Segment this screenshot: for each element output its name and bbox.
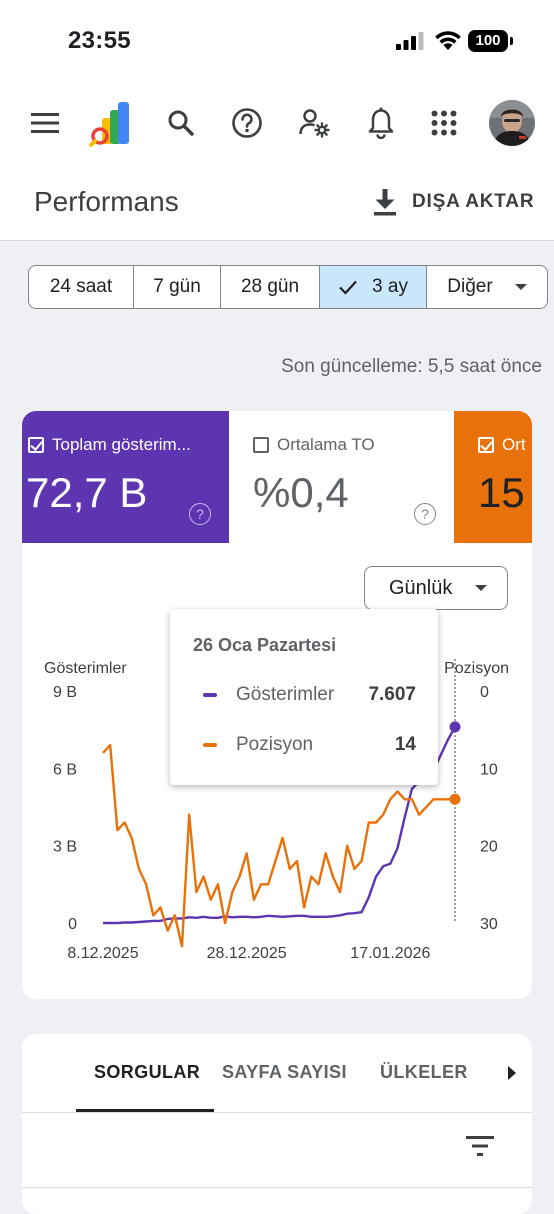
x-axis-tick-label: 28.12.2025 bbox=[207, 945, 287, 962]
help-circle-icon[interactable]: ? bbox=[414, 503, 436, 525]
right-axis-tick-label: 10 bbox=[480, 761, 498, 778]
metric-label: Toplam gösterim... bbox=[52, 435, 191, 454]
range-label: 7 gün bbox=[153, 276, 201, 297]
page-title: Performans bbox=[34, 186, 179, 217]
series-line-impressions bbox=[103, 726, 457, 925]
checkbox-checked-icon[interactable] bbox=[28, 437, 44, 453]
date-range-selector: 24 saat 7 gün 28 gün 3 ay Diğer bbox=[28, 265, 548, 309]
range-label: 24 saat bbox=[49, 276, 113, 297]
series-swatch bbox=[203, 743, 217, 747]
metric-label-row: Toplam gösterim... bbox=[28, 435, 191, 455]
status-bar: 23:55 100 bbox=[0, 0, 554, 80]
metric-label: Ortalama TO bbox=[277, 435, 375, 454]
right-axis-tick-label: 30 bbox=[480, 916, 498, 933]
export-label: DIŞA AKTAR bbox=[412, 191, 535, 212]
bell-icon[interactable] bbox=[364, 105, 398, 141]
status-time: 23:55 bbox=[68, 27, 131, 54]
right-axis-tick-label: 20 bbox=[480, 839, 498, 856]
range-label: 3 ay bbox=[372, 276, 408, 297]
filter-icon[interactable] bbox=[466, 1134, 494, 1158]
help-icon[interactable] bbox=[229, 105, 265, 141]
tab-pages[interactable]: SAYFA SAYISI bbox=[222, 1062, 347, 1082]
hamburger-menu-icon[interactable] bbox=[28, 106, 62, 140]
tooltip-series-value: 14 bbox=[394, 734, 416, 755]
right-axis-title: Pozisyon bbox=[444, 660, 509, 677]
metric-label-row: Ortalama TO bbox=[253, 435, 375, 455]
granularity-label: Günlük bbox=[389, 576, 453, 599]
tooltip-row-impressions: Gösterimler 7.607 bbox=[203, 683, 416, 707]
checkbox-unchecked-icon[interactable] bbox=[253, 437, 269, 453]
range-24-hours[interactable]: 24 saat bbox=[29, 266, 134, 308]
range-7-days[interactable]: 7 gün bbox=[134, 266, 221, 308]
range-label: Diğer bbox=[447, 276, 493, 297]
divider bbox=[22, 1112, 532, 1113]
download-icon bbox=[374, 189, 396, 216]
export-button[interactable]: DIŞA AKTAR bbox=[372, 188, 534, 216]
highlight-point-position bbox=[449, 793, 461, 805]
app-bar bbox=[0, 80, 554, 170]
chevron-down-icon bbox=[514, 284, 527, 290]
metric-value: 72,7 B bbox=[26, 469, 148, 516]
tab-queries[interactable]: SORGULAR bbox=[94, 1062, 201, 1082]
metric-label: Ort bbox=[502, 435, 526, 454]
left-axis-title: Gösterimler bbox=[44, 660, 127, 677]
left-axis-tick-label: 3 B bbox=[53, 839, 77, 856]
tooltip-row-position: Pozisyon 14 bbox=[203, 733, 416, 757]
performance-chart[interactable]: Gösterimler Pozisyon 0 3 B 6 B 9 B 0 10 20 30 8.… bbox=[22, 411, 532, 999]
tooltip-date: 26 Oca Pazartesi bbox=[193, 635, 337, 655]
metric-card-average-position[interactable]: Ort 15 bbox=[454, 411, 532, 543]
report-tabs-card: SORGULAR SAYFA SAYISI ÜLKELER bbox=[22, 1034, 532, 1214]
divider bbox=[22, 1187, 532, 1188]
x-axis-tick-label: 8.12.2025 bbox=[67, 945, 138, 962]
series-swatch bbox=[203, 693, 217, 697]
account-settings-icon[interactable] bbox=[296, 105, 332, 141]
apps-grid-icon[interactable] bbox=[428, 107, 460, 139]
page-header: Performans DIŞA AKTAR bbox=[0, 170, 554, 241]
battery-cap bbox=[510, 37, 513, 45]
metric-value: 15 bbox=[478, 469, 525, 516]
range-label: 28 gün bbox=[240, 276, 300, 297]
avatar[interactable] bbox=[488, 99, 536, 147]
metric-card-total-impressions[interactable]: Toplam gösterim... 72,7 B ? bbox=[22, 411, 229, 543]
cellular-signal-icon bbox=[396, 32, 424, 50]
tooltip-series-name: Pozisyon bbox=[236, 734, 314, 755]
battery-indicator: 100 bbox=[468, 30, 508, 52]
active-tab-indicator bbox=[76, 1109, 214, 1112]
chevron-down-icon bbox=[475, 585, 487, 591]
right-axis-tick-label: 0 bbox=[480, 684, 489, 701]
metric-value: %0,4 bbox=[253, 469, 349, 516]
chevron-right-icon[interactable] bbox=[508, 1066, 516, 1080]
left-axis-tick-label: 6 B bbox=[53, 761, 77, 778]
tooltip-series-name: Gösterimler bbox=[236, 684, 335, 705]
range-other-dropdown[interactable]: Diğer bbox=[427, 266, 547, 308]
highlight-point-impressions bbox=[449, 721, 461, 733]
search-console-logo-icon[interactable] bbox=[88, 100, 134, 148]
check-icon bbox=[339, 280, 357, 295]
left-axis-tick-label: 9 B bbox=[53, 684, 77, 701]
tab-countries[interactable]: ÜLKELER bbox=[380, 1062, 468, 1082]
series-line-position bbox=[102, 743, 455, 948]
metric-label-row: Ort bbox=[478, 435, 526, 455]
tooltip-series-value: 7.607 bbox=[368, 684, 416, 705]
last-updated-text: Son güncelleme: 5,5 saat önce bbox=[281, 356, 542, 377]
chart-tooltip: 26 Oca Pazartesi Gösterimler 7.607 Pozis… bbox=[170, 609, 438, 785]
range-28-days[interactable]: 28 gün bbox=[221, 266, 320, 308]
checkbox-checked-icon[interactable] bbox=[478, 437, 494, 453]
help-circle-icon[interactable]: ? bbox=[189, 503, 211, 525]
search-icon[interactable] bbox=[164, 106, 198, 140]
metric-card-average-ctr[interactable]: Ortalama TO %0,4 ? bbox=[229, 411, 454, 543]
left-axis-tick-label: 0 bbox=[68, 916, 77, 933]
range-3-months[interactable]: 3 ay bbox=[320, 266, 427, 308]
x-axis-tick-label: 17.01.2026 bbox=[350, 945, 430, 962]
wifi-icon bbox=[435, 31, 461, 50]
performance-card: Toplam gösterim... 72,7 B ? Ortalama TO … bbox=[22, 411, 532, 999]
